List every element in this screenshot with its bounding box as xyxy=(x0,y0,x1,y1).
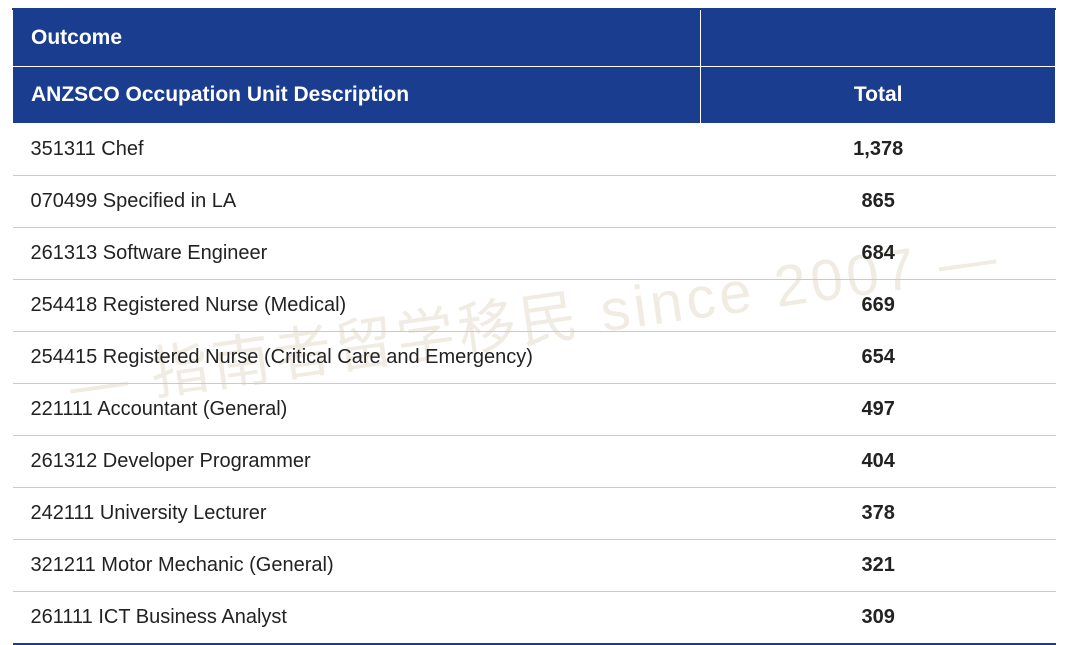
cell-description: 261111 ICT Business Analyst xyxy=(13,592,701,645)
occupation-table: Outcome ANZSCO Occupation Unit Descripti… xyxy=(12,8,1056,645)
cell-description: 254418 Registered Nurse (Medical) xyxy=(13,280,701,332)
cell-total: 404 xyxy=(701,436,1056,488)
cell-total: 865 xyxy=(701,176,1056,228)
cell-description: 351311 Chef xyxy=(13,124,701,176)
cell-description: 254415 Registered Nurse (Critical Care a… xyxy=(13,332,701,384)
table-body: 351311 Chef 1,378 070499 Specified in LA… xyxy=(13,124,1056,645)
cell-description: 242111 University Lecturer xyxy=(13,488,701,540)
table-row: 254418 Registered Nurse (Medical) 669 xyxy=(13,280,1056,332)
cell-total: 1,378 xyxy=(701,124,1056,176)
header-row-top: Outcome xyxy=(13,9,1056,67)
cell-description: 261312 Developer Programmer xyxy=(13,436,701,488)
table-row: 321211 Motor Mechanic (General) 321 xyxy=(13,540,1056,592)
cell-description: 070499 Specified in LA xyxy=(13,176,701,228)
table-row: 070499 Specified in LA 865 xyxy=(13,176,1056,228)
cell-total: 497 xyxy=(701,384,1056,436)
cell-total: 378 xyxy=(701,488,1056,540)
cell-description: 221111 Accountant (General) xyxy=(13,384,701,436)
cell-total: 654 xyxy=(701,332,1056,384)
cell-total: 684 xyxy=(701,228,1056,280)
table-row: 351311 Chef 1,378 xyxy=(13,124,1056,176)
table-row: 254415 Registered Nurse (Critical Care a… xyxy=(13,332,1056,384)
cell-description: 261313 Software Engineer xyxy=(13,228,701,280)
cell-total: 669 xyxy=(701,280,1056,332)
cell-total: 321 xyxy=(701,540,1056,592)
table-row: 261312 Developer Programmer 404 xyxy=(13,436,1056,488)
header-blank xyxy=(701,9,1056,67)
table-row: 261313 Software Engineer 684 xyxy=(13,228,1056,280)
header-outcome: Outcome xyxy=(13,9,701,67)
table-row: 261111 ICT Business Analyst 309 xyxy=(13,592,1056,645)
header-row-cols: ANZSCO Occupation Unit Description Total xyxy=(13,67,1056,124)
cell-description: 321211 Motor Mechanic (General) xyxy=(13,540,701,592)
table-row: 221111 Accountant (General) 497 xyxy=(13,384,1056,436)
table-row: 242111 University Lecturer 378 xyxy=(13,488,1056,540)
cell-total: 309 xyxy=(701,592,1056,645)
header-description: ANZSCO Occupation Unit Description xyxy=(13,67,701,124)
header-total: Total xyxy=(701,67,1056,124)
